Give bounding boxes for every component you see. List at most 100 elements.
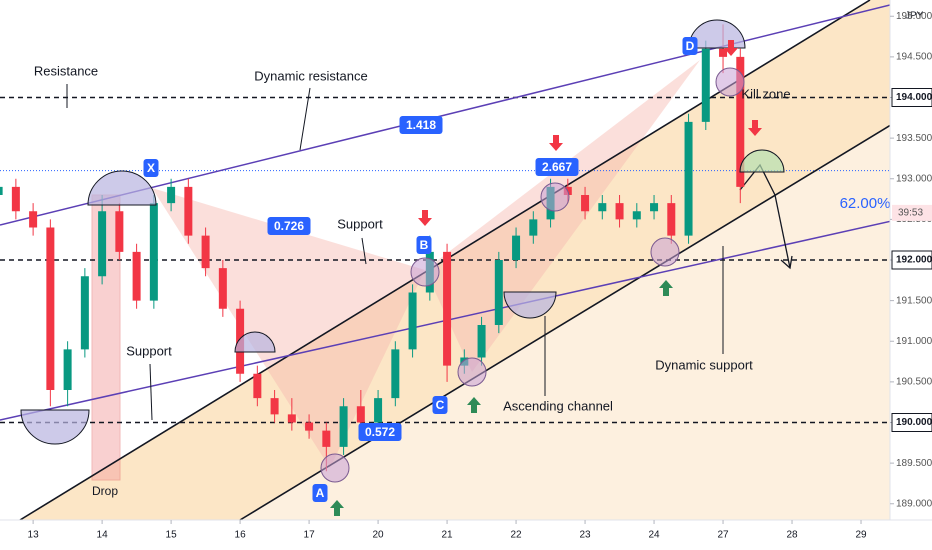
label-text: Resistance xyxy=(34,63,98,78)
candle-body xyxy=(167,186,176,204)
label-text: 0.726 xyxy=(274,219,304,233)
pivot-circle xyxy=(410,257,440,287)
pointer xyxy=(149,363,153,421)
label-text: B xyxy=(420,238,429,252)
x-tick-label: 15 xyxy=(166,530,178,541)
label-text: C xyxy=(436,398,445,412)
arrow xyxy=(724,40,738,56)
candle-body xyxy=(684,121,693,236)
candle-body xyxy=(529,219,538,236)
level-tag xyxy=(891,250,932,270)
label-text: Ascending channel xyxy=(503,398,613,413)
label-text: 62.00% xyxy=(840,195,891,212)
arrow xyxy=(467,397,481,413)
candle-body xyxy=(305,422,314,431)
candle-body xyxy=(581,195,590,212)
label-text: A xyxy=(316,486,325,500)
candle-body xyxy=(443,251,452,366)
label-text: Dynamic resistance xyxy=(254,68,367,83)
label-text: Drop xyxy=(92,484,118,498)
candle-body xyxy=(63,349,72,390)
candle-body xyxy=(477,325,486,358)
label-bg xyxy=(358,423,402,441)
x-tick-label: 24 xyxy=(648,530,660,541)
candle-body xyxy=(201,235,210,269)
channel-fill xyxy=(20,0,932,520)
candle-body xyxy=(184,186,193,236)
pivot-circle xyxy=(540,182,570,212)
y-tick-label: 193.500 xyxy=(896,133,932,144)
candle-body xyxy=(11,186,20,212)
label-text: Support xyxy=(337,216,383,231)
label-bg xyxy=(399,116,443,134)
y-tick-label: 190.000 xyxy=(896,417,932,428)
label-box: 2.667 xyxy=(535,158,579,176)
label-bg xyxy=(267,217,311,235)
level-tag xyxy=(891,88,932,107)
pattern-bcd xyxy=(425,60,700,372)
label-text: Dynamic support xyxy=(655,357,753,372)
label-box: 0.572 xyxy=(358,423,402,441)
label-bg xyxy=(416,236,432,254)
pivot-circle xyxy=(457,357,487,387)
x-tick-label: 16 xyxy=(235,530,247,541)
label-bg xyxy=(432,396,448,414)
candle-body xyxy=(0,186,3,195)
y-tick-label: 194.500 xyxy=(896,52,932,63)
candle-body xyxy=(356,406,365,423)
half-circle xyxy=(234,331,276,353)
candle-body xyxy=(287,414,296,423)
y-tick-label: 189.000 xyxy=(896,498,932,509)
y-tick-label: 195.000 xyxy=(896,11,932,22)
channel-lower xyxy=(239,99,932,521)
label-text: 0.572 xyxy=(365,425,395,439)
y-tick-label: 191.000 xyxy=(896,336,932,347)
candle-body xyxy=(374,398,383,423)
channel-body xyxy=(20,0,932,520)
label-text: 2.667 xyxy=(542,160,572,174)
y-tick-label: 190.500 xyxy=(896,377,932,388)
candle-body xyxy=(667,203,676,236)
x-tick-label: 29 xyxy=(855,530,867,541)
label-box: D xyxy=(682,37,698,55)
label-box: B xyxy=(416,236,432,254)
y-tick-label: 193.000 xyxy=(896,173,932,184)
candle-body xyxy=(615,203,624,220)
label-bg xyxy=(143,159,159,177)
candle-body xyxy=(322,430,331,447)
arrow xyxy=(659,280,673,296)
candle-body xyxy=(701,48,710,122)
candle-body xyxy=(494,260,503,325)
candle-body xyxy=(115,211,124,252)
candle-body xyxy=(339,406,348,447)
x-tick-label: 20 xyxy=(373,530,385,541)
candle-body xyxy=(80,276,89,350)
x-tick-label: 14 xyxy=(97,530,109,541)
label-text: Support xyxy=(126,343,172,358)
half-circle xyxy=(739,149,785,173)
label-box: X xyxy=(143,159,159,177)
x-tick-label: 23 xyxy=(579,530,591,541)
label-text: X xyxy=(147,161,155,175)
label-box: C xyxy=(432,396,448,414)
candle-body xyxy=(270,398,279,415)
pivot-circle xyxy=(650,237,680,267)
label-text: Kill zone xyxy=(741,86,790,101)
pivot-circle xyxy=(320,453,350,483)
arrow xyxy=(330,500,344,516)
projection-head xyxy=(780,255,793,270)
countdown-tag xyxy=(892,204,932,221)
x-tick-label: 22 xyxy=(510,530,522,541)
candle-body xyxy=(149,203,158,301)
candle-body xyxy=(650,203,659,212)
label-bg xyxy=(535,158,579,176)
projection xyxy=(739,163,791,269)
label-box: 1.418 xyxy=(399,116,443,134)
candle-body xyxy=(46,227,55,390)
pivot-circle xyxy=(715,67,745,97)
candle-body xyxy=(98,211,107,277)
unit-label: JPY xyxy=(905,11,924,22)
candle-body xyxy=(512,235,521,260)
arrow xyxy=(418,210,432,226)
countdown: 39:53 xyxy=(898,208,923,219)
